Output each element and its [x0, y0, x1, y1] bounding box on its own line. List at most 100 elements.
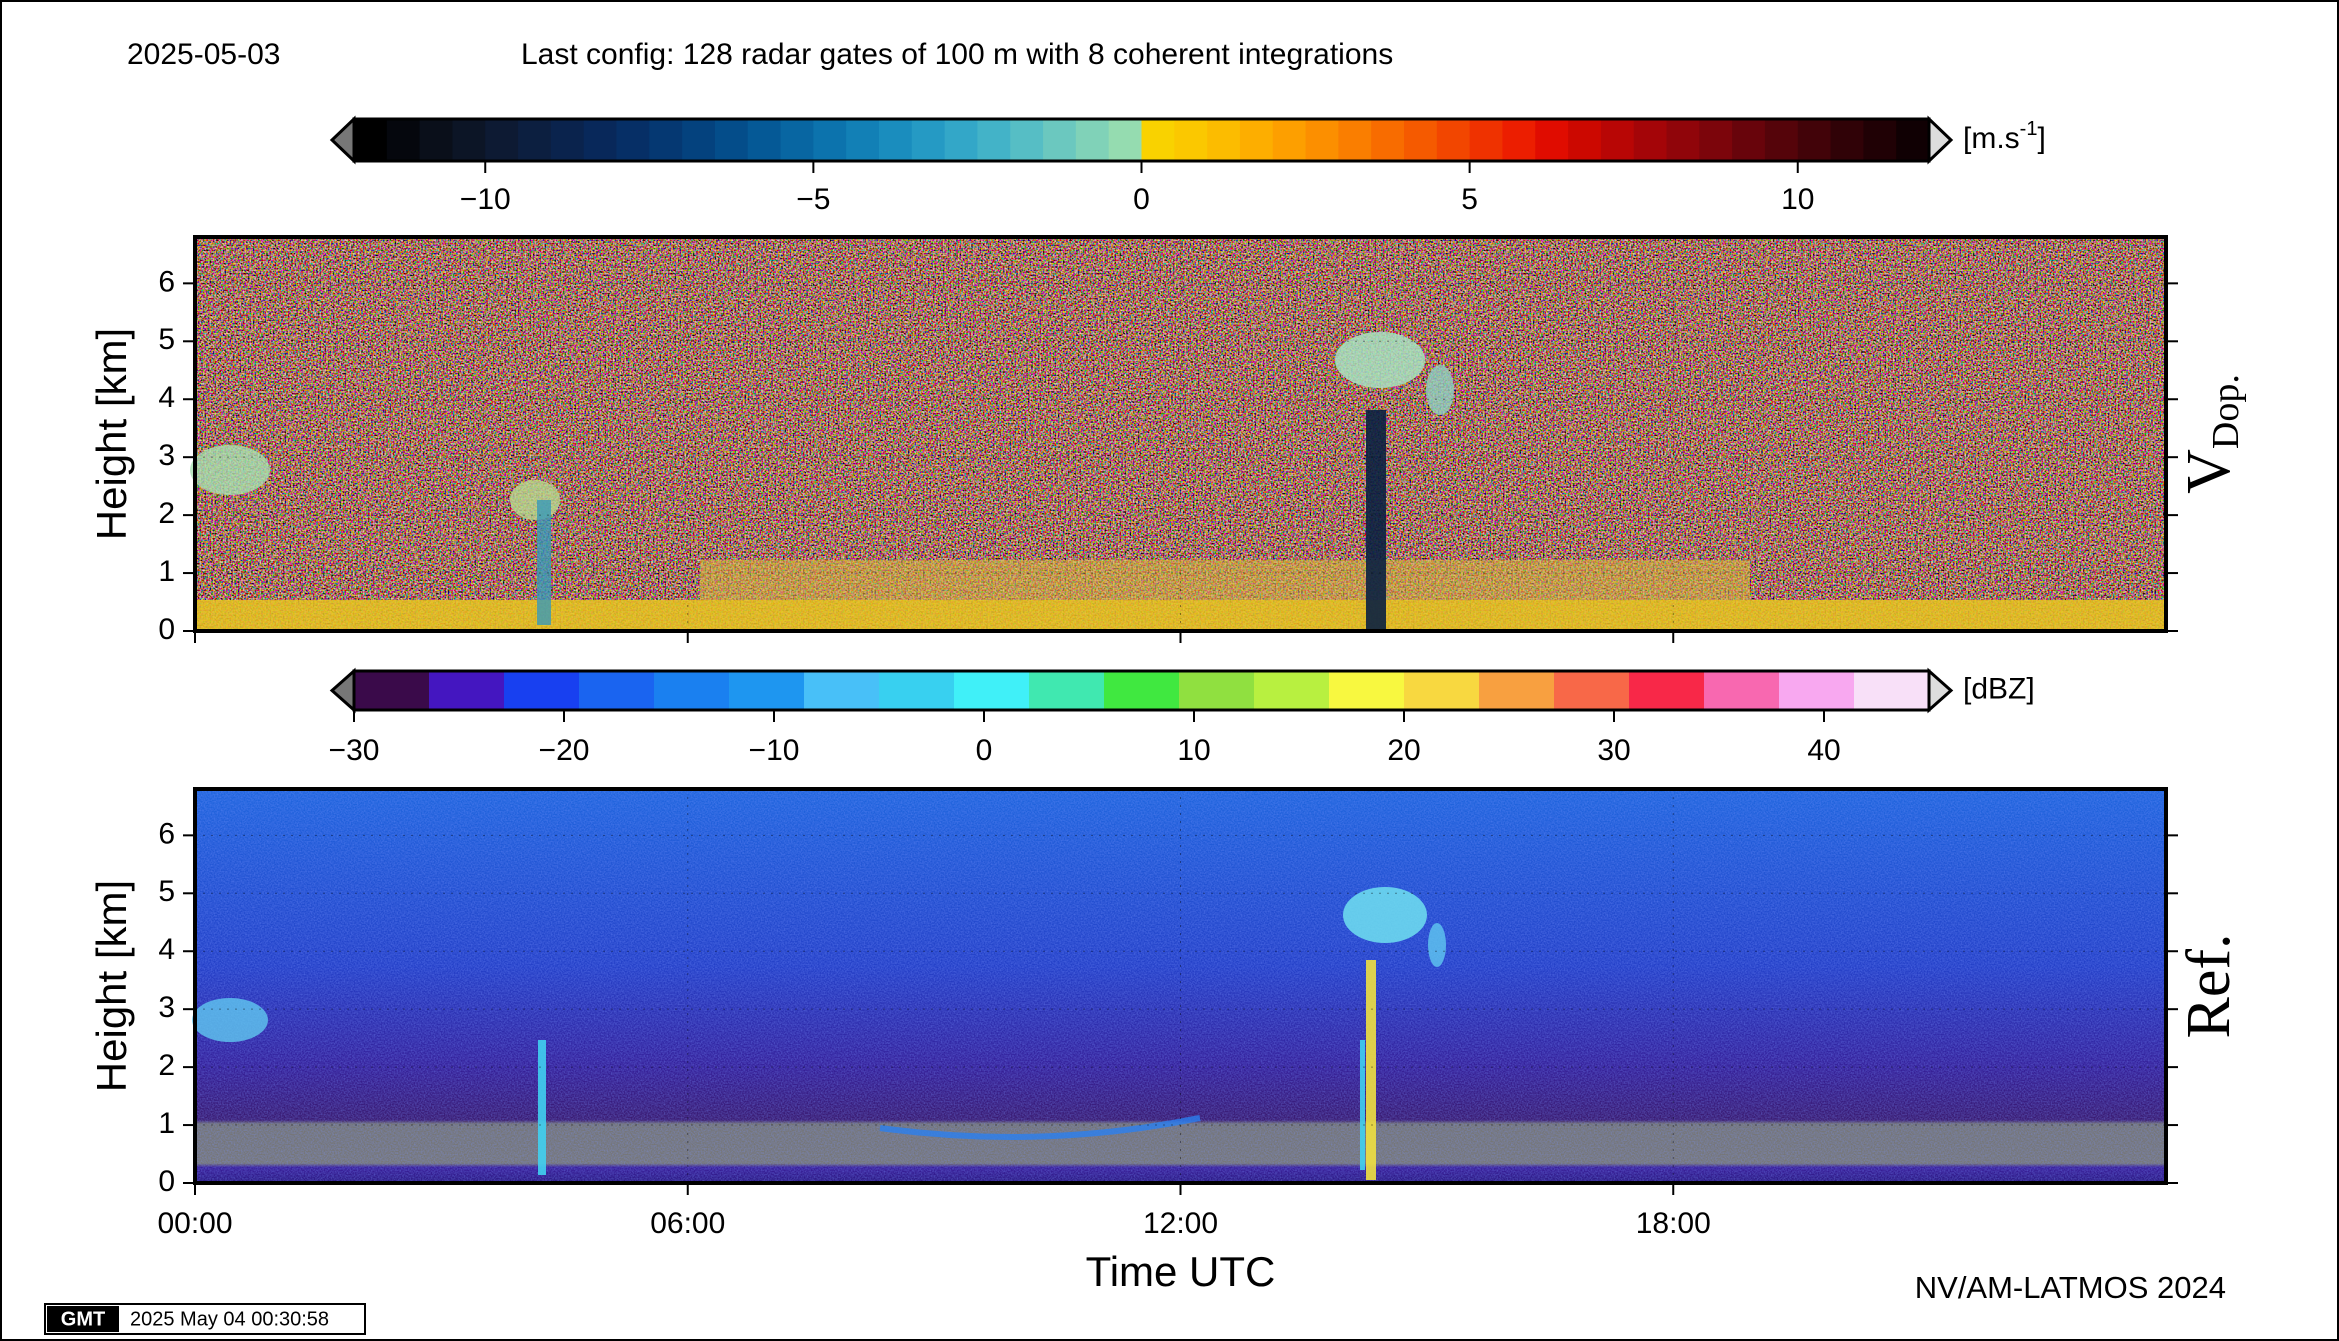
y-tick-label: 4 — [158, 381, 175, 414]
colorbar-swatch — [1207, 119, 1241, 161]
colorbar-swatch — [354, 671, 430, 710]
colorbar-swatch — [1479, 671, 1555, 710]
colorbar-tick-label: −20 — [539, 734, 590, 767]
doppler-image — [190, 237, 2166, 631]
x-tick-label: 06:00 — [650, 1207, 725, 1240]
x-tick-label: 12:00 — [1143, 1207, 1218, 1240]
colorbar-tick-label: 20 — [1387, 734, 1420, 767]
colorbar-swatch — [419, 119, 453, 161]
colorbar-arrow-right — [1927, 115, 1954, 165]
colorbar-swatch — [1535, 119, 1569, 161]
panel-label: Ref. — [2175, 933, 2243, 1038]
colorbar-swatch — [579, 671, 655, 710]
colorbar-swatch — [1502, 119, 1536, 161]
y-tick-label: 0 — [158, 1165, 175, 1198]
colorbar-swatch — [354, 119, 388, 161]
logo: GMT — [61, 1308, 105, 1330]
colorbar-swatch — [1043, 119, 1077, 161]
x-tick-label: 18:00 — [1636, 1207, 1711, 1240]
colorbar-swatch — [1629, 671, 1705, 710]
colorbar-swatch — [1075, 119, 1110, 161]
colorbar-swatch — [1338, 119, 1372, 161]
colorbar-swatch — [1104, 671, 1180, 710]
colorbar-swatch — [944, 119, 978, 161]
colorbar-arrow-right — [1927, 667, 1954, 714]
y-tick-label: 6 — [158, 817, 175, 850]
colorbar-swatch — [1404, 671, 1480, 710]
colorbar-tick-label: 0 — [976, 734, 993, 767]
colorbar-swatch — [616, 119, 650, 161]
colorbar-swatch — [1666, 119, 1700, 161]
y-tick-label: 5 — [158, 323, 175, 356]
colorbar-swatch — [550, 119, 585, 161]
colorbar-swatch — [1371, 119, 1405, 161]
colorbar-tick-label: 10 — [1781, 183, 1814, 216]
colorbar-swatch — [1797, 119, 1832, 161]
y-tick-label: 6 — [158, 265, 175, 298]
colorbar-swatch — [1329, 671, 1405, 710]
colorbar-unit-part: ] — [2037, 122, 2045, 155]
colorbar-swatch — [1272, 119, 1307, 161]
colorbar-swatch — [1010, 119, 1044, 161]
colorbar-swatch — [846, 119, 880, 161]
colorbar-swatch — [1732, 119, 1766, 161]
colorbar-swatch — [649, 119, 683, 161]
colorbar-tick-label: −30 — [329, 734, 380, 767]
colorbar-swatch — [780, 119, 814, 161]
colorbar-frame — [352, 669, 1931, 712]
colorbar-tick-label: 30 — [1597, 734, 1630, 767]
colorbar-swatch — [1699, 119, 1733, 161]
colorbar-swatch — [1764, 119, 1799, 161]
colorbar-swatch — [729, 671, 805, 710]
y-axis-label: Height [km] — [88, 880, 135, 1092]
colorbar-tick-label: −10 — [460, 183, 511, 216]
colorbar-swatch — [813, 119, 847, 161]
y-tick-label: 2 — [158, 1049, 175, 1082]
colorbar-swatch — [1863, 119, 1897, 161]
colorbar-tick-label: 0 — [1133, 183, 1150, 216]
colorbar-swatch — [1254, 671, 1330, 710]
y-tick-label: 4 — [158, 933, 175, 966]
colorbar-swatch — [1029, 671, 1105, 710]
x-tick-label: 00:00 — [157, 1207, 232, 1240]
y-axis-label: Height [km] — [88, 328, 135, 540]
colorbar-swatch — [804, 671, 880, 710]
colorbar-swatch — [1436, 119, 1471, 161]
title: Last config: 128 radar gates of 100 m wi… — [521, 38, 1393, 71]
colorbar-swatch — [1600, 119, 1635, 161]
colorbar-swatch — [1830, 119, 1864, 161]
colorbar-swatch — [1141, 119, 1175, 161]
colorbar-swatch — [1108, 119, 1142, 161]
panel-label-main: Ref. — [2175, 933, 2243, 1038]
panel-label-main: V — [2175, 449, 2243, 494]
colorbar-swatch — [654, 671, 730, 710]
y-tick-label: 1 — [158, 1107, 175, 1140]
colorbar-swatch — [911, 119, 946, 161]
colorbar-unit-part: [m.s — [1963, 122, 2020, 155]
date: 2025-05-03 — [127, 38, 280, 71]
y-tick-label: 0 — [158, 613, 175, 646]
colorbar-swatch — [429, 671, 505, 710]
y-tick-label: 1 — [158, 555, 175, 588]
colorbar-tick-label: 40 — [1807, 734, 1840, 767]
colorbar-unit: [m.s-1] — [1963, 118, 2046, 155]
colorbar-swatch — [1469, 119, 1503, 161]
colorbar-tick-label: 5 — [1461, 183, 1478, 216]
y-tick-label: 2 — [158, 497, 175, 530]
colorbar-swatch — [1854, 671, 1930, 710]
colorbar-swatch — [1779, 671, 1855, 710]
colorbar-swatch — [879, 119, 913, 161]
y-tick-label: 3 — [158, 991, 175, 1024]
colorbar-swatch — [452, 119, 486, 161]
colorbar-tick-label: −10 — [749, 734, 800, 767]
panel-label-sub: Dop. — [2205, 374, 2247, 449]
colorbar-swatch — [879, 671, 955, 710]
axes-frame — [193, 787, 2168, 1185]
logo-box — [47, 1306, 119, 1332]
colorbar-swatch — [386, 119, 421, 161]
axes-frame — [193, 235, 2168, 633]
colorbar-swatch — [1554, 671, 1630, 710]
colorbar-swatch — [747, 119, 782, 161]
y-tick-label: 5 — [158, 875, 175, 908]
